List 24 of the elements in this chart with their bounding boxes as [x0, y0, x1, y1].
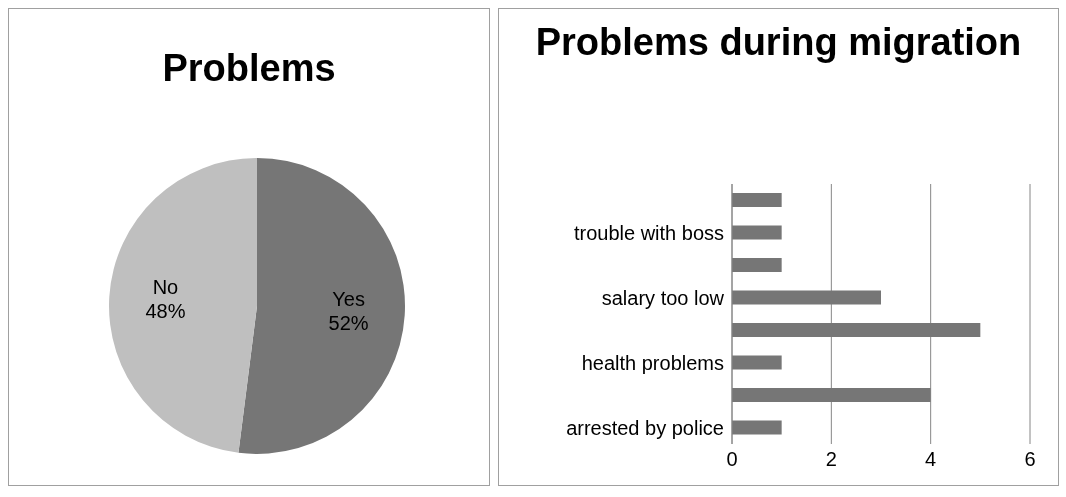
- bar: [732, 388, 931, 402]
- y-tick-label: salary too low: [601, 286, 725, 309]
- bar: [732, 323, 981, 337]
- bar: [732, 420, 782, 435]
- data-label: 48%: [145, 300, 186, 323]
- data-label: 52%: [328, 311, 369, 334]
- y-tick-label: trouble with boss: [573, 221, 724, 244]
- bar: [732, 225, 782, 240]
- chart-title: Problems: [161, 46, 337, 91]
- bar: [732, 290, 881, 305]
- x-tick-label: 4: [925, 448, 937, 471]
- pie-slice: [109, 158, 257, 453]
- x-tick-label: 2: [825, 448, 837, 471]
- slice-label: Yes: [332, 287, 365, 310]
- bar: [732, 355, 782, 370]
- chart-title: Problems during migration: [534, 20, 1023, 65]
- x-tick-label: 6: [1024, 448, 1036, 471]
- slice-label: No: [152, 276, 179, 299]
- bar: [732, 258, 782, 272]
- bar: [732, 193, 782, 207]
- pie-slice: [238, 158, 405, 454]
- x-tick-label: 0: [726, 448, 738, 471]
- y-tick-label: arrested by police: [566, 416, 724, 439]
- y-tick-label: health problems: [581, 351, 724, 374]
